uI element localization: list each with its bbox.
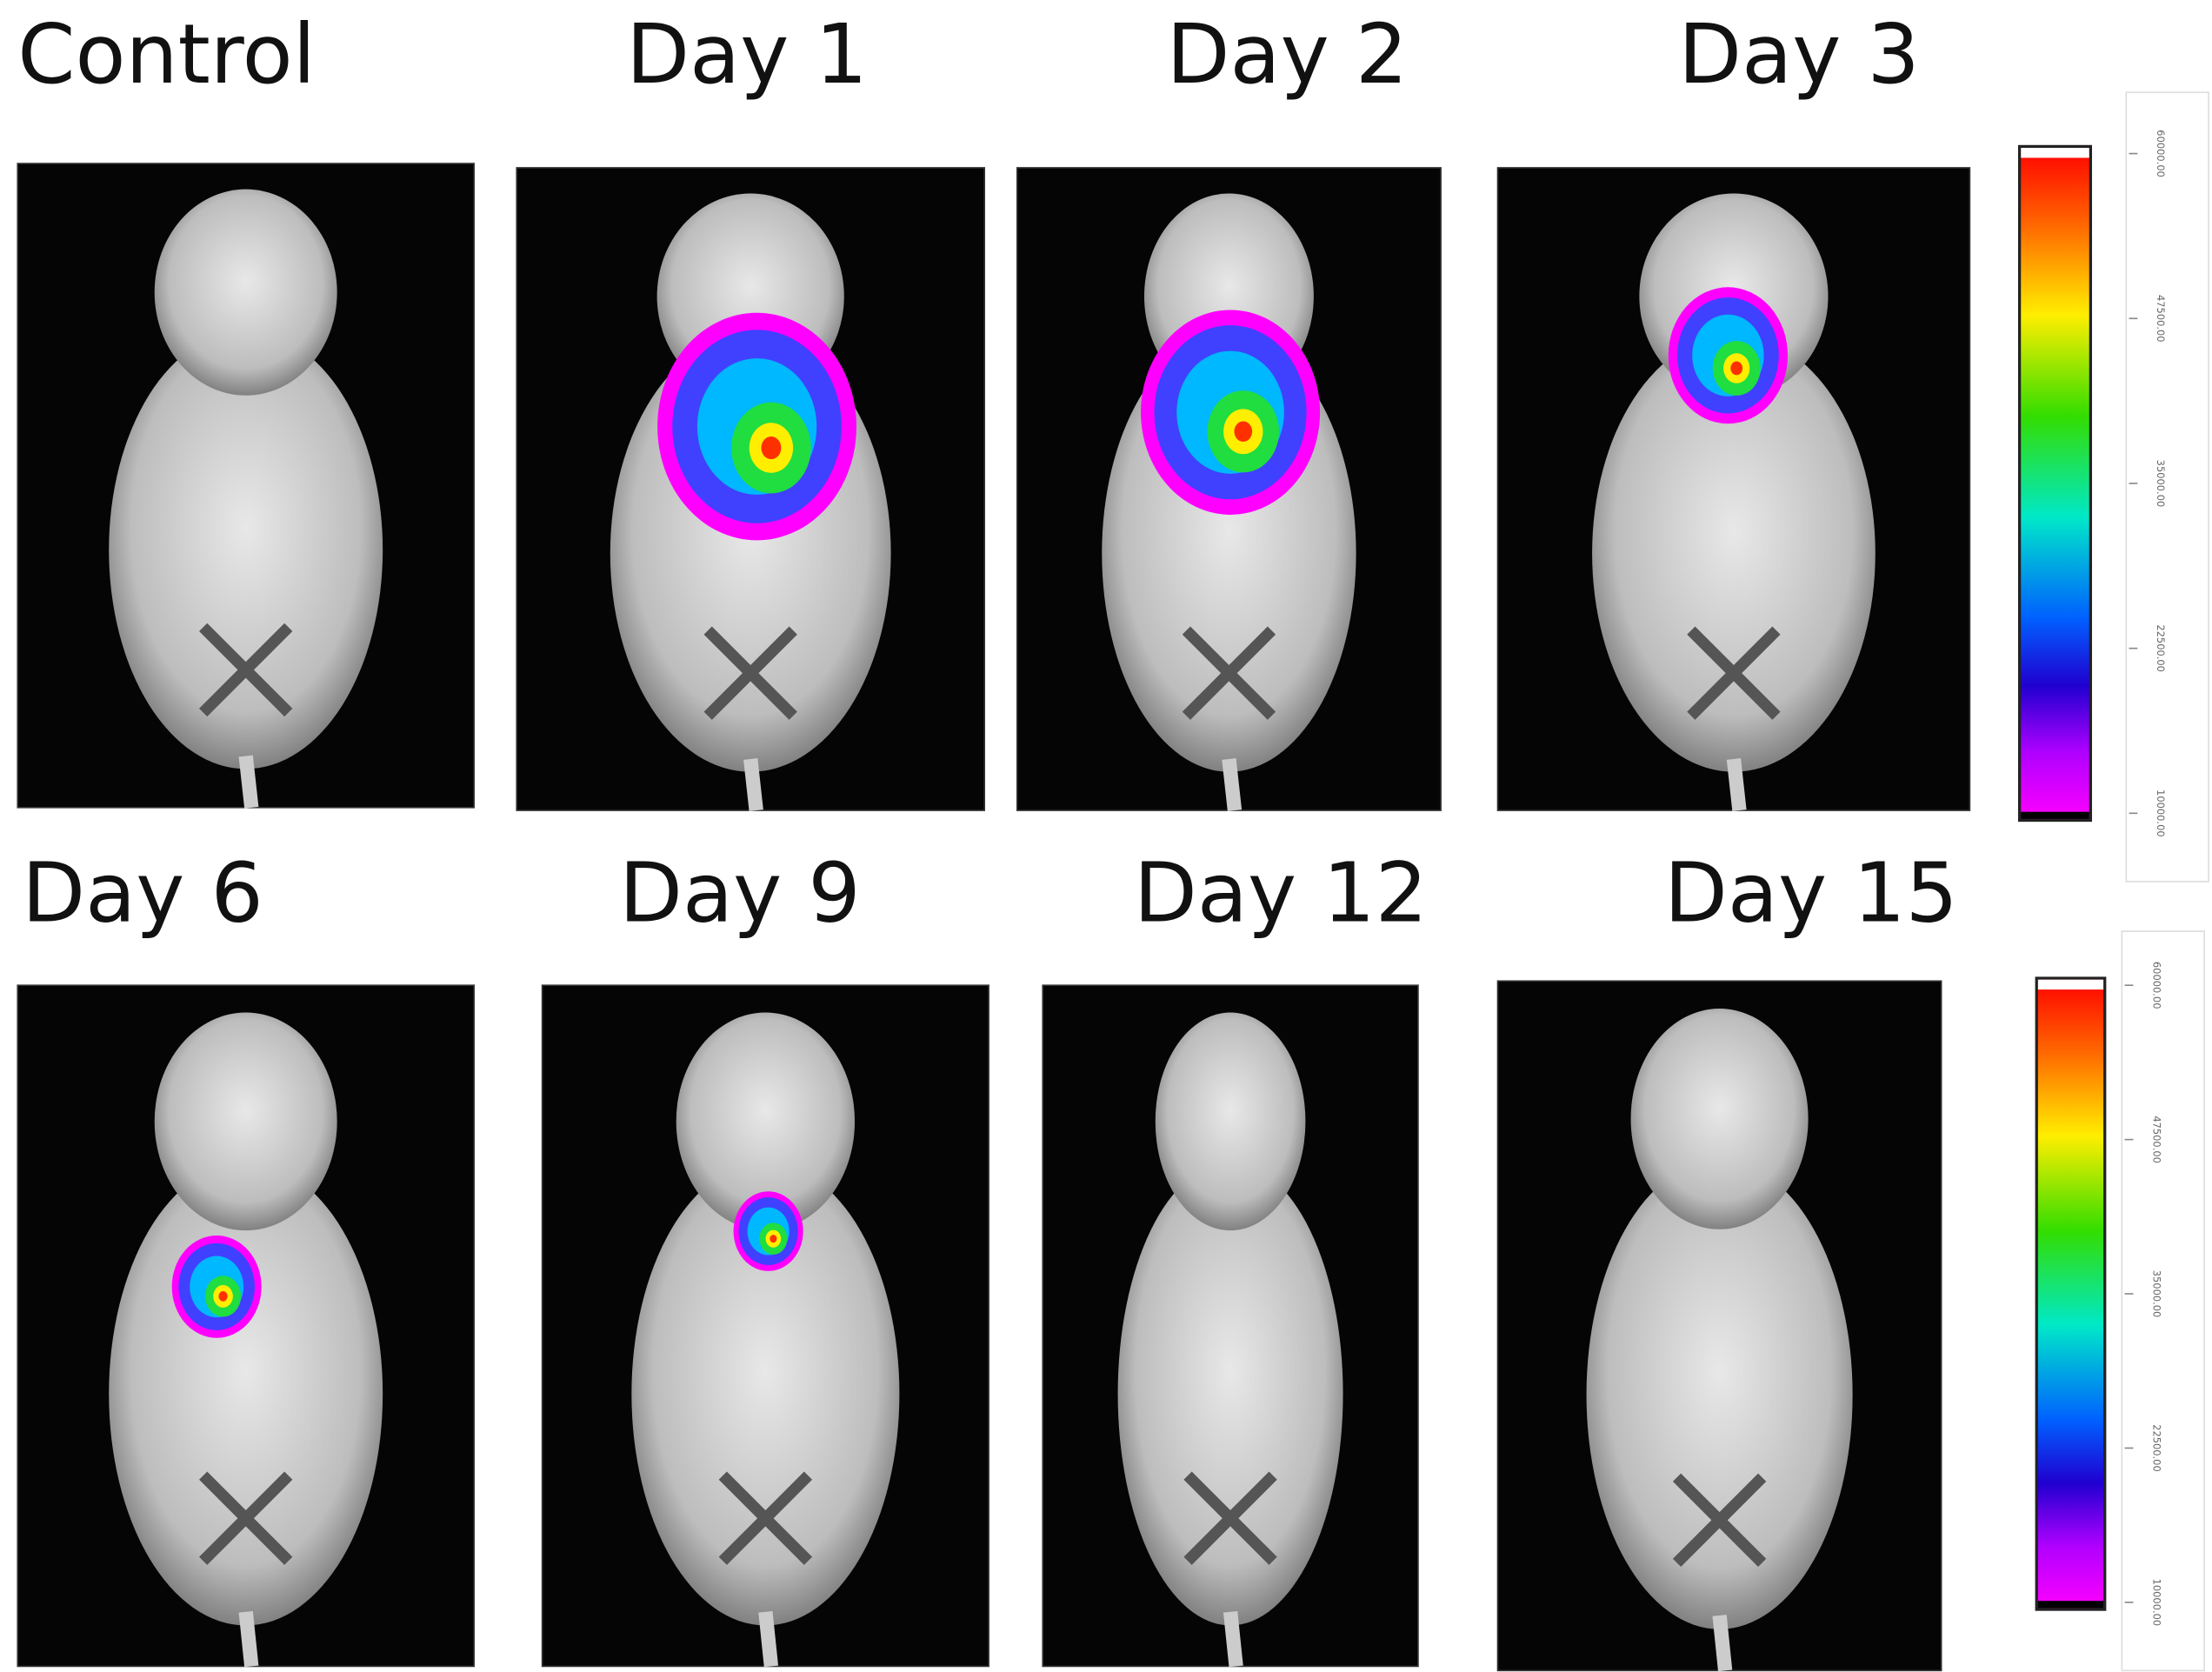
colorbar-bottom	[2037, 1601, 2104, 1609]
panel-label: Day 15	[1664, 846, 1958, 942]
marker-cross	[199, 1471, 293, 1565]
mouse-body	[1592, 335, 1876, 772]
colorbar-tick-label: 60000.00	[2150, 962, 2162, 1009]
signal-blob	[1234, 421, 1253, 443]
colorbar-tick-label: 22500.00	[2155, 624, 2167, 672]
mouse-tail	[743, 758, 763, 811]
colorbar-frame	[2121, 930, 2206, 1672]
panel-label: Day 2	[1166, 7, 1408, 103]
panel-label: Day 3	[1678, 7, 1920, 103]
colorbar	[2017, 144, 2093, 823]
marker-cross	[199, 623, 293, 717]
colorbar-tick-label: 60000.00	[2155, 130, 2167, 177]
colorbar-frame	[2125, 91, 2209, 883]
signal-blob	[761, 436, 782, 460]
mouse-tail	[1712, 1615, 1733, 1672]
mouse-body	[631, 1162, 900, 1626]
signal-blob	[770, 1235, 777, 1243]
image-panel	[1496, 980, 1942, 1672]
image-panel	[516, 167, 986, 811]
signal-blob	[218, 1291, 228, 1302]
colorbar-bottom	[2021, 811, 2089, 819]
colorbar-tick-label: 35000.00	[2150, 1270, 2162, 1318]
mouse-tail	[1726, 758, 1747, 811]
marker-cross	[1182, 626, 1276, 720]
mouse-body	[1586, 1160, 1853, 1629]
colorbar-tick-label: 47500.00	[2150, 1116, 2162, 1163]
panel-label: Day 9	[619, 846, 861, 942]
panel-label: Day 6	[22, 846, 263, 942]
colorbar-top	[2037, 979, 2104, 990]
image-panel	[541, 984, 989, 1668]
image-panel	[1496, 167, 1971, 811]
colorbar-tick-label: 47500.00	[2155, 295, 2167, 343]
mouse-body	[109, 1162, 383, 1626]
mouse-head	[1155, 1012, 1306, 1231]
mouse-tail	[238, 755, 259, 809]
mouse-head	[1630, 1009, 1809, 1229]
colorbar-top	[2021, 148, 2089, 158]
mouse-tail	[758, 1610, 779, 1668]
marker-cross	[718, 1471, 813, 1565]
signal-blob	[1730, 361, 1743, 376]
mouse-body	[109, 330, 383, 769]
panel-label: Day 1	[626, 7, 868, 103]
mouse-tail	[238, 1610, 259, 1668]
colorbar-tick-label: 35000.00	[2155, 460, 2167, 508]
image-panel	[17, 163, 475, 809]
image-panel	[1016, 167, 1442, 811]
mouse-head	[154, 1012, 337, 1231]
marker-cross	[1687, 626, 1781, 720]
colorbar-tick-label: 10000.00	[2155, 789, 2167, 837]
image-panel	[17, 984, 475, 1668]
colorbar	[2035, 976, 2107, 1611]
mouse-tail	[1223, 1610, 1243, 1668]
marker-cross	[1672, 1473, 1767, 1568]
panel-label: Control	[17, 7, 316, 103]
colorbar-tick-label: 10000.00	[2150, 1579, 2162, 1627]
marker-cross	[1183, 1471, 1277, 1565]
mouse-head	[676, 1012, 856, 1231]
mouse-head	[154, 189, 337, 396]
image-panel	[1042, 984, 1419, 1668]
panel-label: Day 12	[1134, 846, 1428, 942]
marker-cross	[703, 626, 797, 720]
mouse-body	[1117, 1162, 1343, 1626]
colorbar-tick-label: 22500.00	[2150, 1424, 2162, 1472]
mouse-tail	[1222, 758, 1243, 811]
